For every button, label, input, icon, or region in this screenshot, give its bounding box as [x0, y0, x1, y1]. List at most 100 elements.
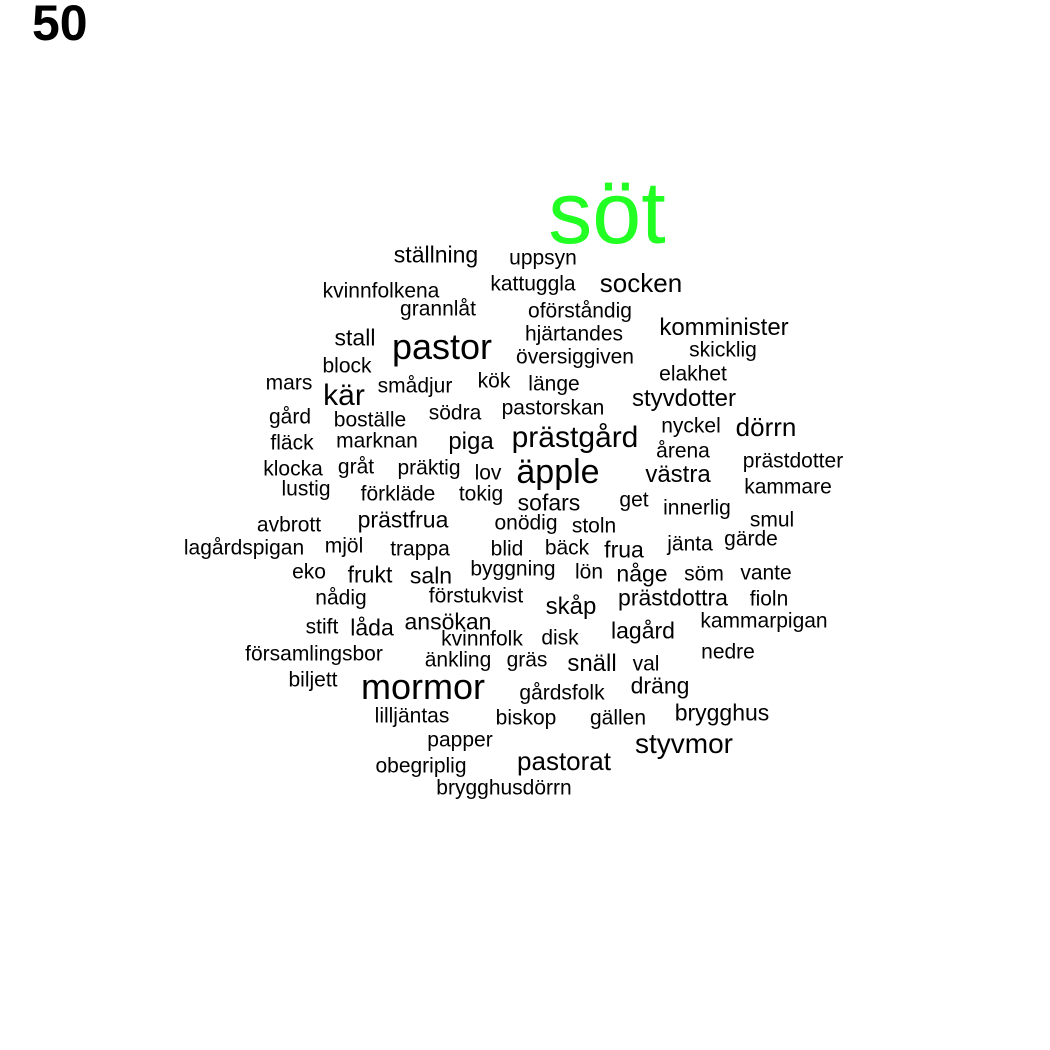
- word-94: papper: [427, 728, 493, 752]
- word-1: ställning: [393, 241, 479, 268]
- word-88: dräng: [630, 672, 690, 699]
- word-3: kvinnfolkena: [322, 279, 440, 303]
- word-17: smådjur: [377, 374, 453, 398]
- word-2: uppsyn: [509, 246, 577, 270]
- word-16: mars: [265, 371, 313, 395]
- word-92: biskop: [495, 706, 557, 730]
- word-51: smul: [749, 508, 795, 532]
- word-73: stift: [305, 615, 339, 639]
- word-29: marknan: [336, 429, 418, 453]
- word-53: mjöl: [324, 534, 364, 558]
- word-80: församlingsbor: [245, 642, 383, 666]
- word-32: årena: [656, 439, 710, 463]
- word-28: fläck: [270, 431, 314, 455]
- word-49: onödig: [494, 511, 558, 535]
- word-15: elakhet: [659, 362, 727, 386]
- word-41: förkläde: [360, 482, 436, 506]
- word-93: gällen: [589, 706, 647, 730]
- word-56: bäck: [544, 536, 590, 560]
- word-48: prästfrua: [357, 506, 449, 533]
- word-82: gräs: [506, 648, 548, 672]
- word-11: pastor: [391, 326, 493, 367]
- word-70: prästdottra: [618, 584, 728, 611]
- word-33: klocka: [263, 457, 323, 481]
- word-58: jänta: [667, 532, 713, 556]
- word-60: eko: [292, 560, 326, 584]
- word-21: styvdotter: [631, 385, 737, 412]
- word-50: stoln: [571, 514, 617, 538]
- word-30: piga: [448, 428, 494, 455]
- word-63: byggning: [470, 557, 556, 581]
- word-36: lov: [474, 461, 502, 485]
- word-19: länge: [528, 372, 580, 396]
- word-26: nyckel: [661, 414, 721, 438]
- word-57: frua: [604, 536, 644, 563]
- word-52: lagårdspigan: [183, 536, 305, 560]
- word-7: oförståndig: [528, 299, 632, 323]
- word-84: val: [632, 652, 660, 676]
- word-24: södra: [428, 401, 482, 425]
- word-64: lön: [574, 560, 604, 584]
- word-13: block: [322, 354, 372, 378]
- word-77: lagård: [611, 617, 675, 644]
- word-43: kammare: [744, 475, 832, 499]
- word-67: vante: [740, 561, 792, 585]
- word-95: styvmor: [635, 728, 733, 759]
- word-61: frukt: [347, 561, 393, 588]
- word-6: grannlåt: [400, 297, 476, 321]
- word-74: låda: [350, 614, 394, 641]
- word-72: skåp: [545, 593, 597, 620]
- word-85: nedre: [701, 640, 755, 664]
- word-76: kammarpigan: [700, 609, 828, 633]
- word-27: dörrn: [735, 412, 797, 442]
- word-34: gråt: [337, 455, 375, 479]
- word-5: socken: [599, 268, 683, 298]
- word-46: innerlig: [663, 496, 731, 520]
- word-62: saln: [409, 562, 453, 589]
- word-31: prästgård: [511, 421, 639, 454]
- word-47: avbrott: [256, 513, 322, 537]
- word-20: kär: [323, 379, 365, 412]
- word-69: förstukvist: [428, 584, 524, 608]
- word-81: änkling: [424, 648, 492, 672]
- word-22: gård: [268, 405, 312, 429]
- word-12: skicklig: [689, 338, 757, 362]
- panel-number-label: 50: [32, 0, 88, 51]
- word-37: äpple: [516, 453, 600, 491]
- word-89: gårdsfolk: [519, 681, 605, 705]
- word-54: trappa: [390, 537, 450, 561]
- word-90: brygghus: [674, 699, 770, 726]
- word-10: komminister: [659, 314, 789, 341]
- word-75: ansökan: [404, 608, 492, 635]
- word-25: boställe: [333, 408, 407, 432]
- word-44: sofars: [517, 489, 581, 516]
- word-42: tokig: [458, 482, 504, 506]
- word-98: brygghusdörrn: [436, 776, 572, 800]
- word-39: prästdotter: [742, 449, 844, 473]
- word-96: obegriplig: [375, 754, 467, 778]
- word-45: get: [619, 488, 649, 512]
- word-87: mormor: [361, 666, 485, 707]
- word-91: lilljäntas: [374, 704, 450, 728]
- word-97: pastorat: [517, 746, 611, 776]
- word-79: disk: [541, 626, 579, 650]
- word-18: kök: [477, 369, 511, 393]
- word-14: översiggiven: [516, 345, 634, 369]
- word-35: präktig: [397, 456, 461, 480]
- word-68: nådig: [315, 586, 367, 610]
- word-55: blid: [490, 537, 524, 561]
- word-66: söm: [684, 562, 724, 586]
- word-23: pastorskan: [501, 396, 605, 420]
- word-38: västra: [645, 461, 711, 488]
- word-71: fioln: [749, 587, 789, 611]
- word-8: stall: [334, 324, 376, 351]
- word-4: kattuggla: [490, 272, 576, 296]
- word-59: gärde: [724, 527, 778, 551]
- word-78: kvinnfolk: [441, 627, 523, 651]
- word-65: någe: [616, 560, 668, 587]
- word-40: lustig: [281, 477, 331, 501]
- word-86: biljett: [288, 668, 338, 692]
- word-83: snäll: [567, 650, 617, 677]
